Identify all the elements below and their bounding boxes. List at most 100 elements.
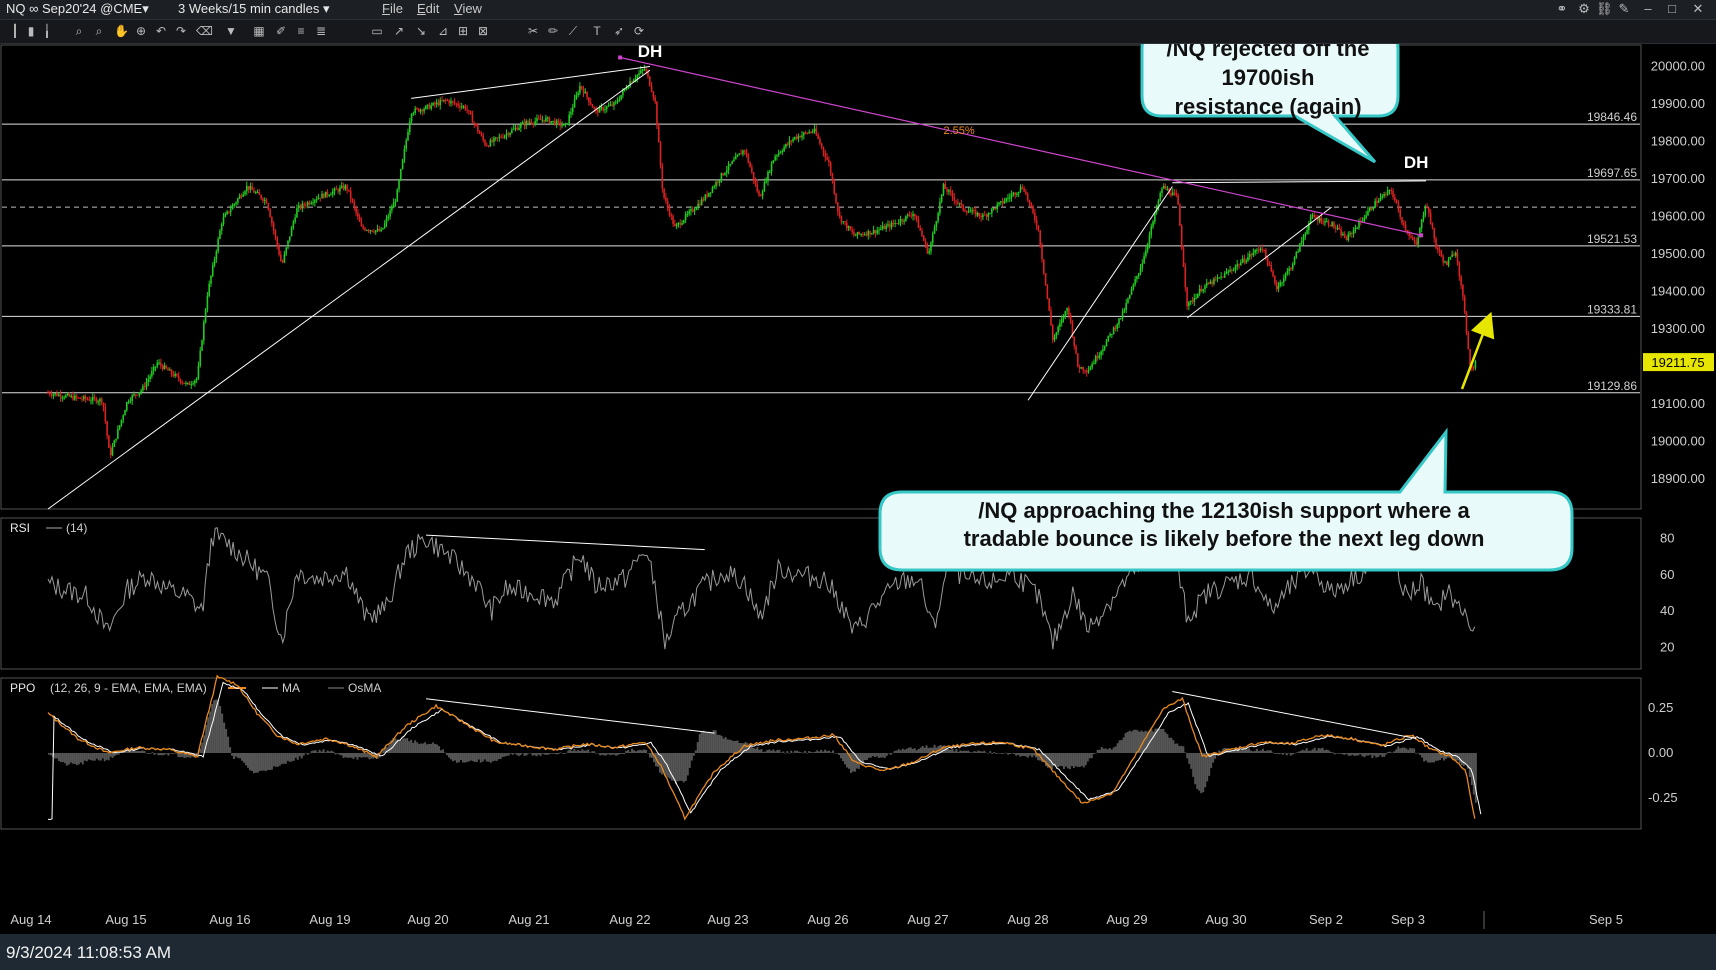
candle-body [358, 216, 361, 222]
symbol-selector[interactable]: NQ ∞ Sep20'24 @CME▾ [6, 1, 149, 17]
osma-bar [830, 752, 833, 753]
menu-view[interactable]: View [454, 1, 482, 16]
trendline-icon[interactable]: ⟋ [568, 24, 578, 38]
candle-body [1116, 324, 1119, 329]
zoom-out-icon[interactable]: ⌕ [95, 24, 103, 38]
ruler-icon[interactable]: ⊠ [477, 24, 489, 38]
osma-bar [457, 753, 460, 763]
fibonacci-icon[interactable]: ≣ [315, 24, 327, 38]
wrench-icon[interactable]: ✂ [527, 24, 539, 38]
x-tick-label: Aug 30 [1205, 912, 1246, 927]
osma-bar [553, 753, 556, 754]
pin-icon[interactable]: ✎ [1618, 1, 1630, 16]
candle-body [1193, 298, 1196, 302]
candle-body [1472, 367, 1475, 369]
trendline [1186, 206, 1332, 319]
candle-body [414, 108, 416, 113]
bar-style-icon[interactable]: ┃ [11, 24, 19, 38]
redo-icon[interactable]: ↷ [175, 24, 187, 38]
candle-body [794, 136, 796, 139]
osma-bar [175, 753, 178, 754]
chain-icon[interactable]: ⛓ [1596, 1, 1613, 16]
candle-body [199, 350, 202, 366]
candle-body [1417, 237, 1419, 245]
support-callout-text: tradable bounce is likely before the nex… [964, 526, 1485, 551]
grid-icon[interactable]: ▦ [253, 24, 265, 38]
osma-bar [623, 753, 626, 755]
candle-body [1032, 206, 1034, 213]
candle-body [971, 210, 973, 212]
candle-body [854, 235, 857, 237]
candle-body [502, 137, 504, 139]
chart-down-icon[interactable]: ↘ [415, 24, 427, 38]
x-tick-label: Aug 29 [1106, 912, 1147, 927]
osma-bar [449, 753, 452, 760]
undo-icon[interactable]: ↶ [155, 24, 167, 38]
candle-body [706, 194, 708, 197]
candle-body [948, 190, 950, 192]
osma-bar [1349, 753, 1352, 756]
arrow-tool-icon[interactable]: ➶ [613, 24, 625, 38]
link-icon[interactable]: ⚭ [1556, 1, 1568, 16]
close-icon[interactable]: ✕ [1692, 1, 1704, 16]
osma-bar [567, 750, 570, 753]
osma-bar [1433, 753, 1436, 763]
chart-area[interactable]: 20000.0019900.0019800.0019700.0019600.00… [0, 44, 1716, 934]
osma-bar [718, 734, 721, 753]
gear-icon[interactable]: ⚙ [1578, 1, 1590, 16]
candle-body [1250, 254, 1253, 256]
osma-bar [1265, 750, 1268, 753]
candle-body [97, 401, 99, 403]
candle-body [1401, 217, 1403, 223]
layers-icon[interactable]: ≡ [297, 24, 305, 38]
maximize-icon[interactable]: □ [1668, 1, 1676, 16]
menu-edit[interactable]: Edit [417, 1, 440, 16]
chart-up-icon[interactable]: ↗ [393, 24, 405, 38]
pencil-icon[interactable]: ✏ [547, 24, 559, 38]
osma-bar [1393, 751, 1396, 753]
minimize-icon[interactable]: – [1644, 1, 1652, 16]
rectangle-icon[interactable]: ▭ [371, 24, 383, 38]
x-tick-label: Aug 22 [609, 912, 650, 927]
osma-bar [1351, 753, 1354, 755]
crosshair-icon[interactable]: ⊕ [135, 24, 147, 38]
x-tick-label: Aug 23 [707, 912, 748, 927]
candle-body [869, 231, 871, 235]
timeframe-selector[interactable]: 3 Weeks/15 min candles ▾ [178, 1, 330, 17]
candle-body [980, 215, 982, 218]
text-tool-icon[interactable]: T [593, 24, 601, 38]
chevron-down-icon[interactable] [608, 24, 622, 38]
osma-bar [237, 753, 240, 758]
candle-body [772, 160, 775, 164]
candle-body [1195, 297, 1197, 299]
brush-icon[interactable]: ✐ [275, 24, 287, 38]
candle-body [158, 362, 160, 364]
menu-file[interactable]: File [382, 1, 403, 16]
osma-bar [304, 752, 307, 754]
cursor-icon[interactable]: ▼ [225, 24, 237, 38]
candle-body [760, 195, 762, 197]
candle-body [534, 121, 536, 124]
candle-body [1299, 243, 1301, 252]
candle-body [1358, 220, 1360, 228]
osma-bar [229, 747, 232, 753]
osma-bar [977, 750, 980, 753]
refresh-icon[interactable]: ⟳ [633, 24, 645, 38]
osma-bar [561, 753, 564, 754]
zoom-in-icon[interactable]: ⌕ [75, 24, 83, 38]
candle-body [930, 242, 932, 252]
candle-body [1385, 194, 1387, 196]
eraser-icon[interactable]: ⌫ [196, 24, 213, 38]
drawing-icon[interactable]: ⊞ [457, 24, 469, 38]
candle-style-icon[interactable]: ▮ [27, 24, 35, 38]
candle-body [697, 203, 699, 209]
osma-bar [1116, 743, 1119, 753]
hand-icon[interactable]: ✋ [114, 24, 129, 38]
candle-body [177, 375, 180, 380]
indicator-icon[interactable]: ⊿ [437, 24, 449, 38]
line-style-icon[interactable]: ╽ [43, 24, 51, 38]
osma-bar [1180, 745, 1183, 753]
candle-body [586, 91, 588, 98]
osma-bar [1309, 750, 1312, 753]
candle-body [627, 86, 630, 89]
